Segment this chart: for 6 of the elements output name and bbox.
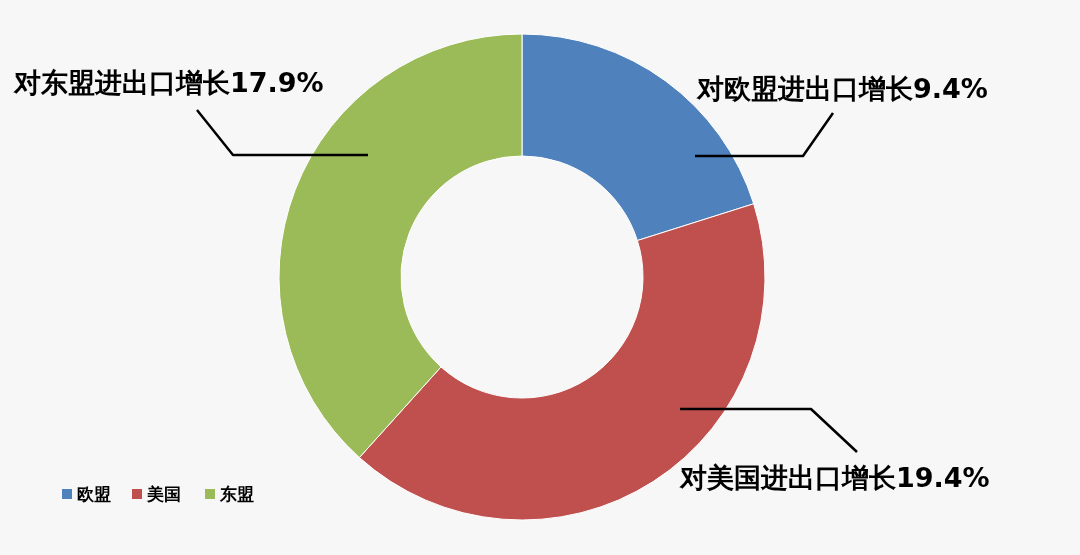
data-label: 对美国进出口增长19.4% [679, 462, 990, 493]
legend-label: 欧盟 [77, 485, 111, 504]
legend-label: 美国 [146, 485, 181, 504]
data-label: 对东盟进出口增长17.9% [13, 67, 324, 98]
data-label: 对欧盟进出口增长9.4% [696, 73, 988, 104]
legend-label: 东盟 [219, 485, 254, 504]
